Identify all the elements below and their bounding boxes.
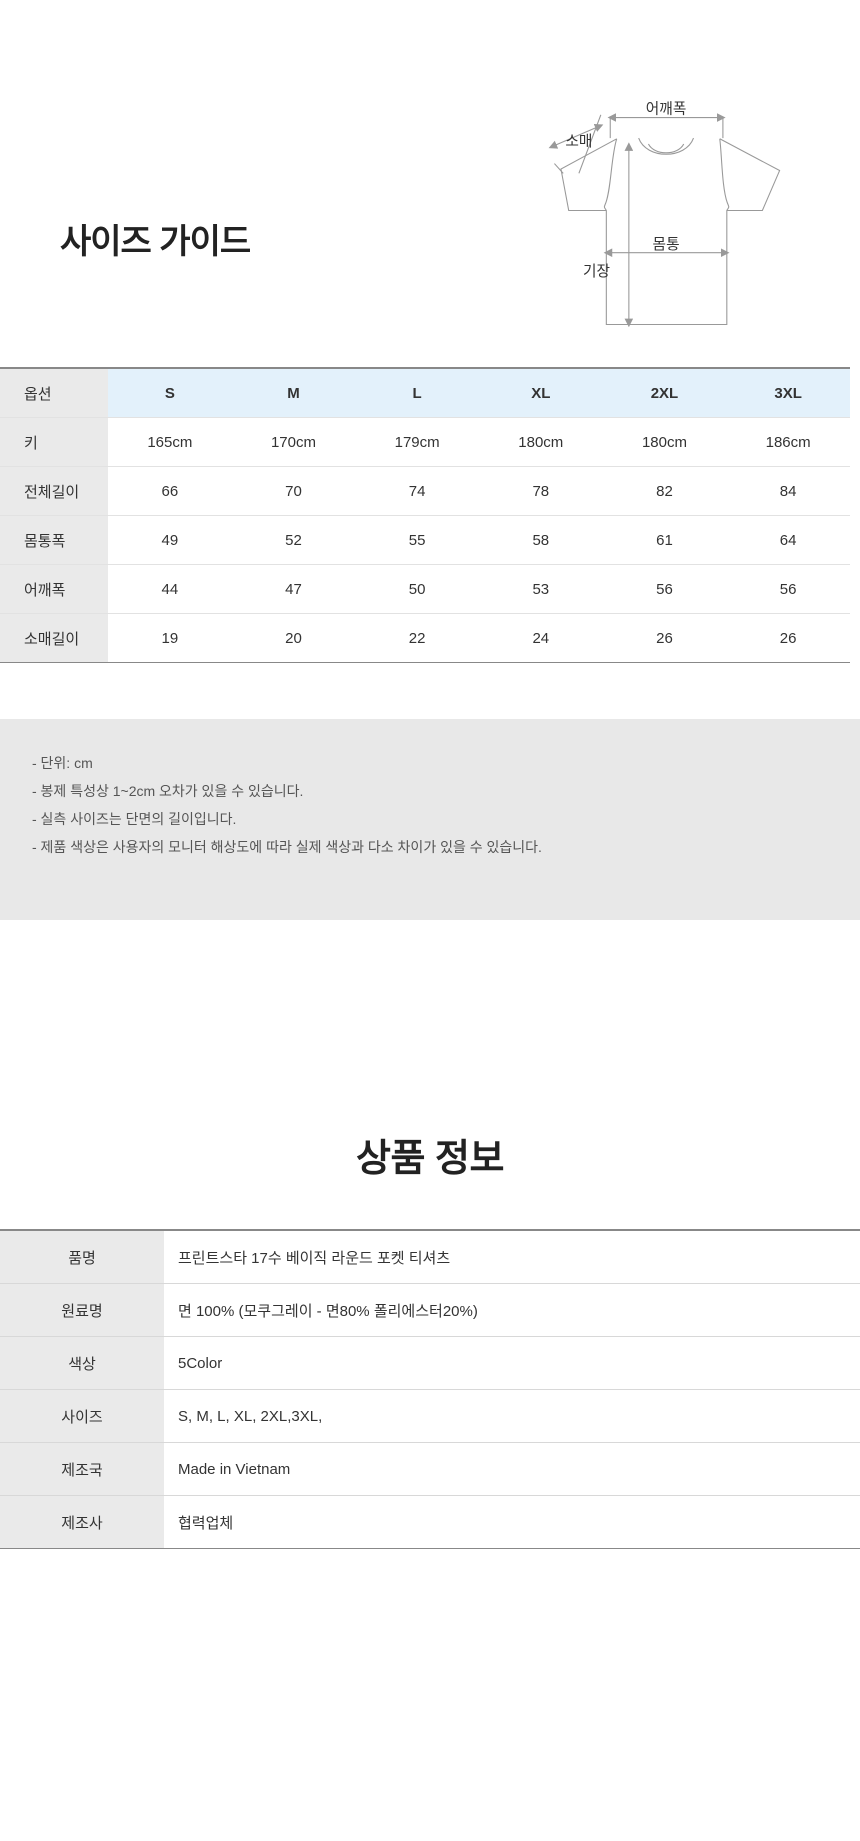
svg-text:소매: 소매 <box>565 133 592 150</box>
svg-text:어깨폭: 어깨폭 <box>646 101 687 118</box>
svg-text:몸통: 몸통 <box>653 237 680 253</box>
svg-text:기장: 기장 <box>583 263 610 280</box>
